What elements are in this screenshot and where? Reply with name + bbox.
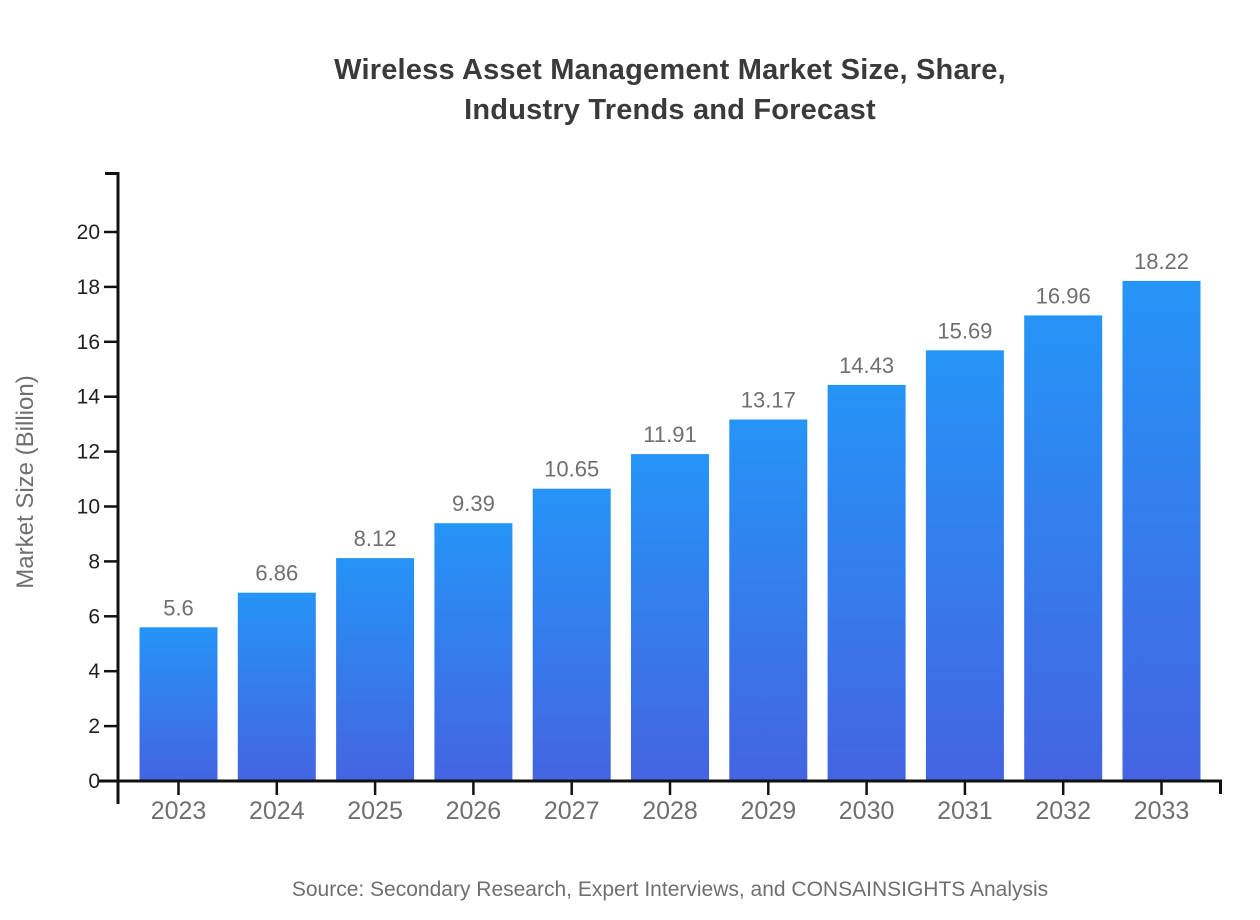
bar-2027 [532, 488, 611, 781]
x-tick-label-2028: 2028 [642, 797, 698, 825]
y-tick-label-14: 14 [77, 386, 101, 409]
bar-2028 [631, 454, 709, 781]
value-label-2023: 5.6 [163, 595, 194, 620]
bar-2024 [237, 592, 316, 781]
y-tick-label-0: 0 [88, 770, 100, 793]
value-label-2026: 9.39 [452, 491, 495, 516]
x-tick-label-2030: 2030 [839, 797, 895, 825]
value-label-2027: 10.65 [544, 457, 599, 482]
bar-2023 [139, 627, 218, 781]
x-tick-label-2031: 2031 [937, 797, 993, 825]
value-label-2033: 18.22 [1134, 249, 1189, 274]
y-tick-label-6: 6 [88, 605, 100, 628]
bar-2026 [434, 523, 513, 781]
bar-2030 [827, 384, 906, 781]
bar-2031 [925, 350, 1004, 781]
value-label-2028: 11.91 [643, 422, 696, 447]
x-tick-label-2025: 2025 [347, 797, 403, 825]
value-label-2032: 16.96 [1036, 283, 1091, 308]
y-tick-label-20: 20 [77, 221, 100, 244]
axes-group [98, 172, 1222, 804]
x-tick-label-2023: 2023 [151, 797, 207, 825]
y-axis-title: Market Size (Billion) [12, 375, 39, 588]
value-label-2024: 6.86 [255, 561, 298, 586]
chart-title-line1: Wireless Asset Management Market Size, S… [334, 54, 1006, 86]
y-tick-label-4: 4 [88, 660, 100, 683]
chart-title-line2: Industry Trends and Forecast [464, 94, 876, 126]
bars-group [139, 280, 1201, 781]
bar-2025 [336, 558, 415, 781]
chart-title: Wireless Asset Management Market Size, S… [90, 50, 1250, 130]
y-tick-label-8: 8 [88, 550, 100, 573]
value-label-2030: 14.43 [839, 353, 894, 378]
x-tick-label-2029: 2029 [740, 797, 796, 825]
value-label-2025: 8.12 [354, 526, 397, 551]
labels-group: 5.620236.8620248.1220259.39202610.652027… [77, 221, 1190, 825]
x-tick-label-2032: 2032 [1035, 797, 1091, 825]
y-tick-label-12: 12 [77, 441, 100, 464]
y-tick-label-2: 2 [88, 715, 100, 738]
x-tick-label-2026: 2026 [446, 797, 502, 825]
bar-2029 [729, 419, 808, 781]
y-tick-label-10: 10 [77, 496, 100, 519]
value-label-2031: 15.69 [937, 318, 992, 343]
x-tick-label-2033: 2033 [1134, 797, 1190, 825]
bar-2033 [1122, 280, 1201, 781]
y-tick-label-16: 16 [77, 331, 100, 354]
value-label-2029: 13.17 [741, 388, 796, 413]
y-tick-label-18: 18 [77, 276, 100, 299]
x-tick-label-2024: 2024 [249, 797, 305, 825]
x-tick-label-2027: 2027 [544, 797, 600, 825]
source-note: Source: Secondary Research, Expert Inter… [291, 878, 1049, 901]
bar-2032 [1024, 315, 1103, 781]
